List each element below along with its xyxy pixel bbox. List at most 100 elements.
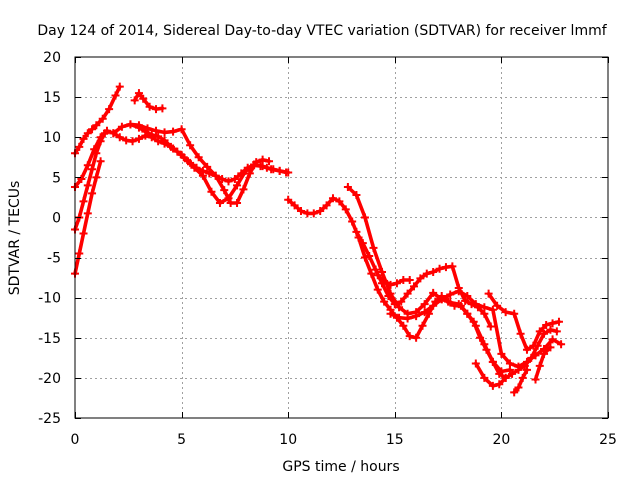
series-3-point bbox=[88, 165, 97, 174]
series-5-point bbox=[177, 150, 186, 159]
y-tick-label: 20 bbox=[43, 50, 61, 66]
series-8-point bbox=[418, 321, 427, 330]
series-12-point bbox=[437, 295, 446, 304]
series-5-point bbox=[117, 122, 126, 131]
series-2-point bbox=[77, 174, 86, 183]
series-14-point bbox=[542, 320, 551, 329]
series-1-point bbox=[92, 121, 101, 130]
series-13-point bbox=[495, 380, 504, 389]
y-tick-label: 0 bbox=[52, 210, 61, 226]
series-4-point bbox=[75, 249, 84, 258]
series-15-point bbox=[518, 373, 527, 382]
series-10-point bbox=[422, 269, 431, 278]
x-tick-label: 0 bbox=[71, 432, 80, 448]
series-9-point bbox=[446, 298, 455, 307]
series-line-16 bbox=[533, 345, 553, 382]
y-tick-label: 15 bbox=[43, 90, 61, 106]
chart-title: Day 124 of 2014, Sidereal Day-to-day VTE… bbox=[37, 23, 607, 39]
series-5-point bbox=[147, 130, 156, 139]
series-8-point bbox=[296, 207, 305, 216]
series-14-point bbox=[510, 309, 519, 318]
series-5-point bbox=[267, 165, 276, 174]
series-10-point bbox=[352, 227, 361, 236]
series-5-point bbox=[198, 171, 207, 180]
axis-ticks: 0 5 10 15 20 25 -25 -20 -15 -10 -5 0 5 10 15 20 bbox=[38, 50, 617, 448]
series-8-point bbox=[335, 197, 344, 206]
series-12-point bbox=[480, 303, 489, 312]
series-7-point bbox=[177, 125, 186, 134]
series-8-point bbox=[540, 329, 549, 338]
series-9-point bbox=[429, 288, 438, 297]
series-14-point bbox=[548, 319, 557, 328]
series-7-point bbox=[220, 186, 229, 195]
series-12-point bbox=[557, 340, 566, 349]
series-9-point bbox=[378, 267, 387, 276]
series-11-point bbox=[405, 276, 414, 285]
y-axis-title: SDTVAR / TECUs bbox=[7, 181, 23, 296]
x-tick-label: 10 bbox=[279, 432, 297, 448]
series-7-point bbox=[239, 185, 248, 194]
series-8-point bbox=[360, 253, 369, 262]
series-2-point bbox=[83, 161, 92, 170]
series-4-point bbox=[92, 173, 101, 182]
series-5-point bbox=[275, 166, 284, 175]
series-8-point bbox=[309, 209, 318, 218]
series-16-point bbox=[531, 375, 540, 384]
y-tick-label: -5 bbox=[47, 251, 61, 267]
y-tick-label: -10 bbox=[38, 291, 61, 307]
series-3-point bbox=[83, 181, 92, 190]
series-15-point bbox=[514, 383, 523, 392]
series-12-point bbox=[420, 308, 429, 317]
series-5-point bbox=[109, 129, 118, 138]
x-axis-title: GPS time / hours bbox=[282, 459, 399, 475]
series-10-point bbox=[390, 300, 399, 309]
series-13-point bbox=[471, 359, 480, 368]
series-12-point bbox=[488, 305, 497, 314]
series-12-point bbox=[514, 362, 523, 371]
series-7-point bbox=[203, 162, 212, 171]
series-8-point bbox=[341, 205, 350, 214]
series-12-point bbox=[403, 314, 412, 323]
series-10-point bbox=[486, 322, 495, 331]
series-5-point bbox=[154, 132, 163, 141]
series-14-point bbox=[516, 329, 525, 338]
series-5-point bbox=[183, 157, 192, 166]
series-8-point bbox=[284, 195, 293, 204]
series-6-point bbox=[158, 104, 167, 113]
series-10-point bbox=[409, 282, 418, 291]
series-line-8 bbox=[286, 196, 559, 380]
series-15-point bbox=[522, 365, 531, 374]
series-12-point bbox=[522, 357, 531, 366]
series-12-point bbox=[497, 349, 506, 358]
series-9-point bbox=[343, 182, 352, 191]
series-12-point bbox=[531, 351, 540, 360]
series-8-point bbox=[405, 332, 414, 341]
series-12-point bbox=[463, 292, 472, 301]
series-2-point bbox=[115, 133, 124, 142]
series-16-point bbox=[535, 361, 544, 370]
series-5-point bbox=[215, 199, 224, 208]
x-tick-label: 20 bbox=[492, 432, 510, 448]
series-3-point bbox=[92, 149, 101, 158]
series-2-point bbox=[134, 134, 143, 143]
series-8-point bbox=[367, 269, 376, 278]
series-3-point bbox=[96, 137, 105, 146]
series-7-point bbox=[252, 158, 261, 167]
series-5-point bbox=[160, 136, 169, 145]
series-9-point bbox=[369, 243, 378, 252]
series-12-point bbox=[412, 312, 421, 321]
series-4-point bbox=[83, 209, 92, 218]
series-10-point bbox=[358, 239, 367, 248]
series-8-point bbox=[373, 285, 382, 294]
series-1-point bbox=[105, 105, 114, 114]
series-12-point bbox=[454, 287, 463, 296]
series-12-point bbox=[505, 359, 514, 368]
series-9-point bbox=[395, 303, 404, 312]
series-12-point bbox=[471, 300, 480, 309]
series-9-point bbox=[454, 300, 463, 309]
series-1-point bbox=[79, 134, 88, 143]
series-13-point bbox=[501, 373, 510, 382]
series-14-point bbox=[535, 327, 544, 336]
series-5-point bbox=[241, 166, 250, 175]
